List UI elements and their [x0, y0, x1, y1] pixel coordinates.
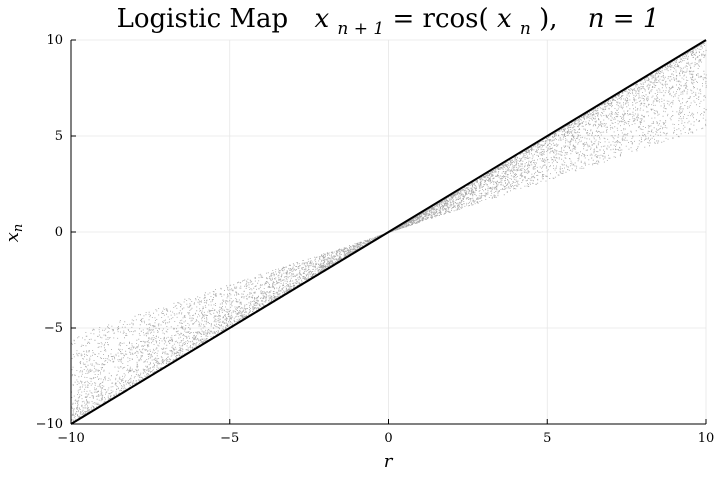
x-axis-label: r [384, 451, 394, 472]
scatter-points [70, 39, 707, 425]
title-n-eq: n = 1 [588, 4, 660, 34]
title-x2: x [497, 4, 512, 34]
y-tick-label: 5 [55, 129, 63, 144]
y-axis-label-main: x [2, 232, 23, 242]
title-lead: Logistic Map [117, 4, 289, 34]
x-tick-label: 5 [543, 431, 551, 446]
title-x: x [314, 4, 329, 34]
x-axis-ticks: −10 −5 0 5 10 [57, 419, 714, 446]
y-axis-label: xn [2, 224, 26, 243]
chart-title: Logistic Map x n + 1 = rcos( x n ), n = … [117, 4, 660, 41]
scatter-dense-edge [70, 39, 707, 425]
title-sub-n: n [520, 19, 531, 39]
y-tick-label: −10 [36, 417, 63, 432]
x-tick-label: −5 [220, 431, 239, 446]
y-axis-label-sub: n [11, 224, 26, 232]
y-axis-ticks: −10 −5 0 5 10 [36, 33, 76, 432]
y-tick-label: −5 [44, 321, 63, 336]
title-close: ), [539, 4, 557, 34]
title-eq: = rcos( [392, 4, 488, 34]
x-tick-label: −10 [57, 431, 84, 446]
x-tick-label: 0 [384, 431, 392, 446]
x-tick-label: 10 [698, 431, 715, 446]
y-tick-label: 10 [46, 33, 63, 48]
title-sub-n1: n + 1 [337, 19, 384, 39]
y-tick-label: 0 [55, 225, 63, 240]
